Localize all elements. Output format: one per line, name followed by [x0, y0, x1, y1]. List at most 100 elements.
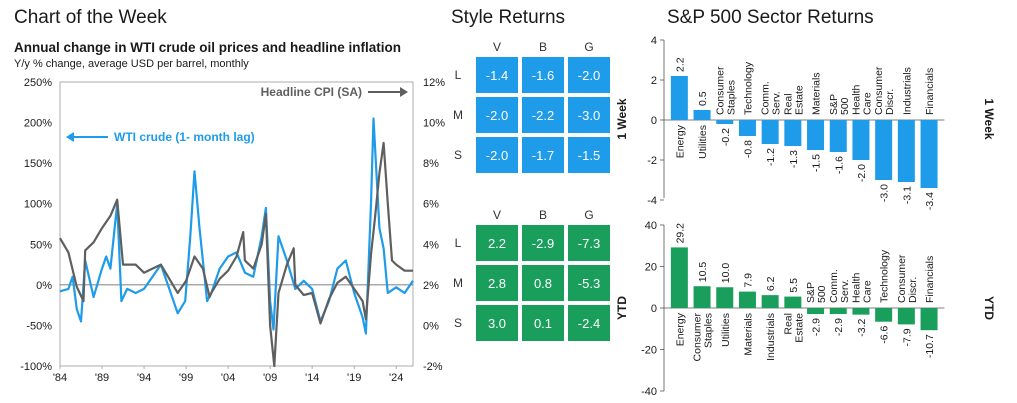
ytd-bar: [875, 308, 893, 322]
week-value-label: -1.5: [811, 154, 823, 172]
x-tick-label: '04: [221, 372, 235, 384]
ytd-panel-label-left: YTD: [615, 296, 629, 320]
ytd-bar: [761, 295, 779, 308]
x-tick-label: '14: [305, 372, 319, 384]
wti-series-label: WTI crude (1- month lag): [114, 130, 255, 144]
week-bar: [670, 76, 688, 120]
ytd-style-col-header-b: B: [539, 208, 547, 222]
week-style-cell-value: -3.0: [578, 108, 600, 123]
x-tick-label: '94: [137, 372, 151, 384]
sector-returns-title: S&P 500 Sector Returns: [667, 7, 874, 28]
week-bar: [693, 110, 711, 120]
ytd-style-col-header-g: G: [584, 208, 593, 222]
week-value-label: -1.6: [833, 156, 845, 174]
ytd-style-cell-value: 0.8: [534, 276, 552, 291]
y-left-tick-label: 0%: [36, 280, 52, 292]
week-style-col-header-b: B: [539, 40, 547, 54]
week-style-col-header-v: V: [493, 40, 501, 54]
y-right-tick-label: 12%: [423, 77, 445, 89]
y-right-tick-label: 8%: [423, 158, 439, 170]
ytd-value-label: 10.5: [697, 262, 709, 283]
y-right-tick-label: 6%: [423, 199, 439, 211]
ytd-style-cell: [476, 305, 518, 341]
y-left-tick-label: 150%: [24, 158, 52, 170]
ytd-y-tick-label: -40: [641, 386, 657, 398]
x-tick-label: '84: [53, 372, 67, 384]
ytd-bar: [852, 308, 870, 315]
wti-arrow-head: [66, 132, 74, 142]
y-left-tick-label: 200%: [24, 118, 52, 130]
y-left-tick-label: 250%: [24, 77, 52, 89]
ytd-value-label: -6.6: [879, 326, 891, 344]
ytd-category-label: Financials: [924, 256, 936, 303]
ytd-value-label: -2.9: [833, 318, 845, 336]
ytd-value-label: -7.9: [901, 328, 913, 346]
y-right-tick-label: 10%: [423, 118, 445, 130]
ytd-style-cell-value: 2.2: [488, 236, 506, 251]
ytd-panel-label: YTD: [982, 296, 996, 320]
week-bar: [920, 120, 938, 188]
ytd-value-label: 10.0: [720, 263, 732, 284]
week-style-cell: [476, 57, 518, 93]
week-bar: [807, 120, 825, 150]
y-left-tick-label: 100%: [24, 199, 52, 211]
ytd-style-cell: [568, 225, 610, 261]
ytd-category-label: Energy: [674, 312, 686, 346]
ytd-category-label: Technology: [879, 249, 891, 303]
ytd-y-tick-label: -20: [641, 345, 657, 357]
week-bar: [761, 120, 779, 144]
week-style-cell: [522, 57, 564, 93]
week-category-label: Utilities: [697, 125, 709, 159]
ytd-y-tick-label: 20: [645, 262, 657, 274]
line-chart-subtitle: Y/y % change, average USD per barrel, mo…: [14, 58, 249, 70]
x-tick-label: '99: [179, 372, 193, 384]
week-category-label: Technology: [742, 61, 754, 115]
week-style-cell-value: -2.0: [486, 108, 508, 123]
ytd-bar: [897, 308, 915, 325]
week-bar: [784, 120, 802, 146]
week-style-cell: [522, 97, 564, 133]
style-returns-title: Style Returns: [451, 7, 566, 28]
week-bar: [716, 120, 734, 124]
week-style-cell-value: -2.0: [578, 68, 600, 83]
ytd-bar: [716, 287, 734, 308]
ytd-style-cell-value: -7.3: [578, 236, 600, 251]
week-value-label: -3.4: [924, 192, 936, 210]
week-y-tick-label: 2: [651, 75, 657, 87]
plot-frame: [59, 81, 414, 367]
ytd-style-cell: [476, 265, 518, 301]
wti-crude-line: [59, 117, 414, 335]
ytd-category-label: ConsumerStaples: [692, 312, 715, 361]
week-y-tick-label: -4: [647, 195, 657, 207]
y-right-tick-label: 0%: [423, 320, 439, 332]
ytd-bar: [693, 286, 711, 308]
ytd-category-label: RealEstate: [782, 313, 805, 343]
chart-of-the-week-title: Chart of the Week: [14, 7, 167, 28]
ytd-style-cell-value: -5.3: [578, 276, 600, 291]
week-style-cell: [568, 97, 610, 133]
week-value-label: 2.2: [674, 57, 686, 72]
ytd-category-label: HealthCare: [850, 272, 873, 303]
ytd-style-cell-value: -2.4: [578, 316, 600, 331]
ytd-bar: [738, 291, 756, 308]
ytd-value-label: 6.2: [765, 276, 777, 291]
ytd-value-label: 29.2: [674, 223, 686, 244]
x-tick-label: '24: [389, 372, 403, 384]
y-left-tick-label: -100%: [20, 361, 52, 373]
ytd-category-label: Industrials: [765, 313, 777, 361]
week-style-cell: [476, 137, 518, 173]
week-bar: [738, 120, 756, 136]
y-left-tick-label: -50%: [26, 320, 52, 332]
line-chart-title: Annual change in WTI crude oil prices an…: [14, 40, 402, 55]
week-style-cell: [568, 57, 610, 93]
ytd-style-cell: [476, 225, 518, 261]
week-style-row-header-s: S: [454, 148, 462, 162]
week-value-label: -1.2: [765, 148, 777, 166]
week-style-cell-value: -1.4: [486, 68, 508, 83]
ytd-style-col-header-v: V: [493, 208, 501, 222]
week-y-tick-label: 4: [651, 35, 657, 47]
cpi-series-label: Headline CPI (SA): [261, 85, 362, 99]
y-right-tick-label: -2%: [423, 361, 443, 373]
